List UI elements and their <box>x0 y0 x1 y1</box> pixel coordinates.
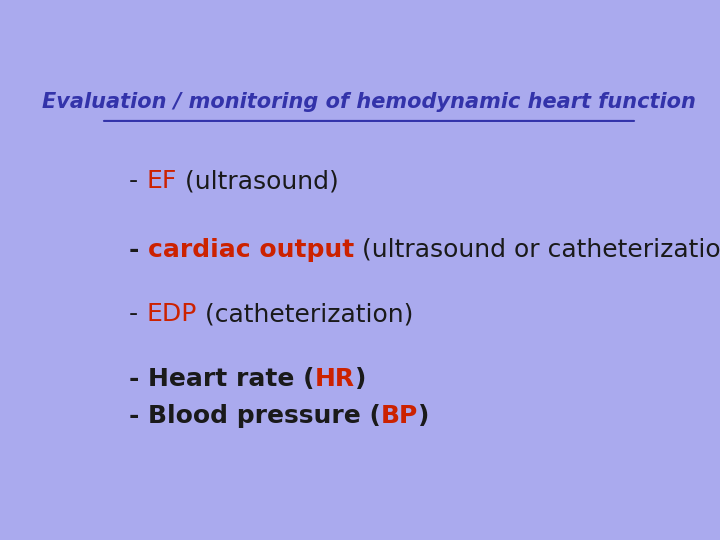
Text: cardiac output: cardiac output <box>148 238 354 262</box>
Text: ): ) <box>418 404 430 428</box>
Text: EF: EF <box>146 169 176 193</box>
Text: BP: BP <box>381 404 418 428</box>
Text: (ultrasound or catheterization): (ultrasound or catheterization) <box>354 238 720 262</box>
Text: ): ) <box>355 367 366 391</box>
Text: (catheterization): (catheterization) <box>197 302 413 326</box>
Text: -: - <box>129 404 148 428</box>
Text: HR: HR <box>315 367 355 391</box>
Text: -: - <box>129 238 148 262</box>
Text: -: - <box>129 169 146 193</box>
Text: Heart rate (: Heart rate ( <box>148 367 315 391</box>
Text: -: - <box>129 367 148 391</box>
Text: Evaluation / monitoring of hemodynamic heart function: Evaluation / monitoring of hemodynamic h… <box>42 92 696 112</box>
Text: (ultrasound): (ultrasound) <box>176 169 338 193</box>
Text: EDP: EDP <box>146 302 197 326</box>
Text: -: - <box>129 302 146 326</box>
Text: Blood pressure (: Blood pressure ( <box>148 404 381 428</box>
